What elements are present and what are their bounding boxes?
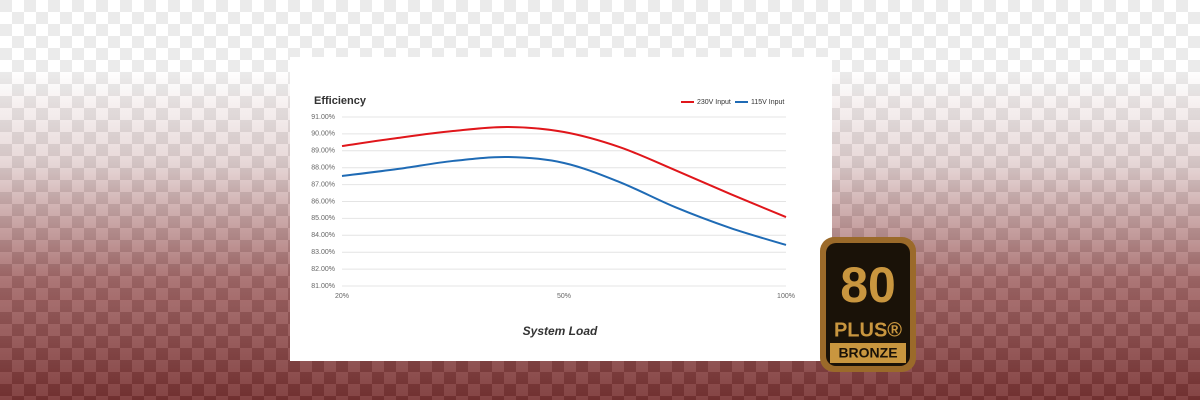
line: [341, 156, 787, 246]
line: [341, 125, 787, 218]
y-tick-label: 87.00%: [311, 181, 335, 188]
badge-number: 80: [840, 257, 896, 313]
y-tick-label: 90.00%: [311, 131, 335, 138]
badge-inner: [826, 243, 910, 366]
y-tick-label: 89.00%: [311, 148, 335, 155]
chart-title: Efficiency: [314, 95, 367, 107]
y-tick-label: 86.00%: [311, 198, 335, 205]
legend-label: 115V Input: [751, 99, 784, 106]
badge-brand: PLUS®: [834, 319, 902, 341]
badge: 80 PLUS® BRONZE: [820, 237, 916, 372]
legend-label: 230V Input: [697, 99, 731, 106]
y-tick-label: 83.00%: [311, 249, 335, 256]
y-tick-label: 85.00%: [311, 215, 335, 222]
y-tick-label: 91.00%: [311, 114, 335, 121]
x-axis-label: System Load: [523, 324, 598, 338]
badge-tier: BRONZE: [838, 345, 897, 361]
y-tick-label: 81.00%: [311, 283, 335, 290]
x-tick-label: 20%: [335, 293, 349, 300]
x-tick-label: 100%: [777, 293, 795, 300]
badge-band: [830, 343, 906, 363]
y-tick-label: 82.00%: [311, 266, 335, 273]
chart-panel: [290, 57, 832, 361]
y-tick-label: 88.00%: [311, 165, 335, 172]
y-tick-label: 84.00%: [311, 232, 335, 239]
x-tick-label: 50%: [557, 293, 571, 300]
